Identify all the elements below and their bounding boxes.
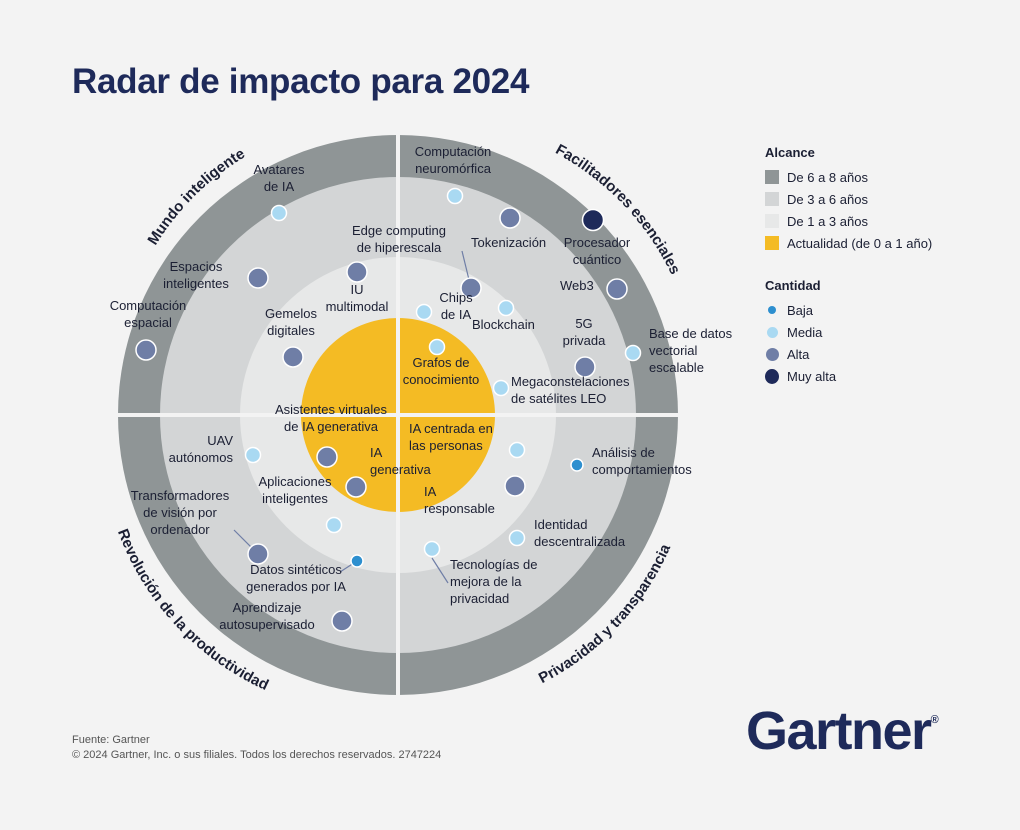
legend-item-label: Muy alta xyxy=(787,368,837,384)
technology-label: IA centrada en las personas xyxy=(409,421,493,453)
technology-dot[interactable] xyxy=(428,338,446,356)
legend-cantidad-title: Cantidad xyxy=(765,278,821,293)
technology-dot[interactable] xyxy=(446,187,464,205)
legend-item-label: De 6 a 8 años xyxy=(787,169,868,185)
legend-alcance-title: Alcance xyxy=(765,145,815,160)
technology-label: Tecnologías de mejora de la privacidad xyxy=(450,557,537,606)
swatch xyxy=(765,170,779,184)
swatch xyxy=(765,214,779,228)
technology-label: Blockchain xyxy=(472,317,535,332)
legend-item-label: Baja xyxy=(787,302,814,318)
legend-item: De 1 a 3 años xyxy=(765,210,932,232)
technology-label: Tokenización xyxy=(471,235,546,250)
legend-item-label: Alta xyxy=(787,346,810,362)
footer-source: Fuente: Gartner xyxy=(72,734,150,746)
legend-item-label: Media xyxy=(787,324,823,340)
technology-dot[interactable] xyxy=(504,475,526,497)
technology-dot[interactable] xyxy=(350,554,364,568)
legend-item: De 3 a 6 años xyxy=(765,188,932,210)
technology-label: IU multimodal xyxy=(326,282,389,314)
technology-dot[interactable] xyxy=(460,277,482,299)
legend-item: Baja xyxy=(765,299,836,321)
technology-label: Computación neuromórfica xyxy=(415,144,492,176)
technology-label: Datos sintéticos generados por IA xyxy=(246,562,346,594)
technology-dot[interactable] xyxy=(270,204,288,222)
legend-item: Alta xyxy=(765,343,836,365)
footer-copyright: © 2024 Gartner, Inc. o sus filiales. Tod… xyxy=(72,749,442,761)
technology-label: Base de datos vectorial escalable xyxy=(649,326,733,375)
technology-label: Web3 xyxy=(560,278,594,293)
technology-label: Grafos de conocimiento xyxy=(403,355,480,387)
technology-label: 5G privada xyxy=(563,316,606,348)
technology-dot[interactable] xyxy=(423,540,441,558)
technology-dot[interactable] xyxy=(415,303,433,321)
technology-dot[interactable] xyxy=(346,261,368,283)
legend-item-label: Actualidad (de 0 a 1 año) xyxy=(787,235,933,251)
technology-dot[interactable] xyxy=(497,299,515,317)
technology-label: Aprendizaje autosupervisado xyxy=(219,600,314,632)
swatch xyxy=(765,236,779,250)
brand-text: Gartner xyxy=(746,701,932,761)
technology-dot[interactable] xyxy=(325,516,343,534)
technology-label: Gemelos digitales xyxy=(265,306,318,338)
technology-dot[interactable] xyxy=(244,446,262,464)
legend-item: Media xyxy=(765,321,836,343)
technology-label: Espacios inteligentes xyxy=(163,259,229,291)
technology-label: Análisis de comportamientos xyxy=(592,445,692,477)
technology-dot[interactable] xyxy=(331,610,353,632)
technology-dot[interactable] xyxy=(499,207,521,229)
technology-label: Chips de IA xyxy=(439,290,473,322)
technology-dot[interactable] xyxy=(345,476,367,498)
technology-label: IA generativa xyxy=(370,445,431,477)
technology-dot[interactable] xyxy=(606,278,628,300)
technology-dot[interactable] xyxy=(135,339,157,361)
legend-cantidad: Cantidad Baja Media Alta Muy alta xyxy=(765,278,836,387)
technology-label: Identidad descentralizada xyxy=(534,517,626,549)
technology-dot[interactable] xyxy=(581,208,605,232)
dot-alta xyxy=(765,347,779,361)
technology-dot[interactable] xyxy=(570,458,584,472)
technology-dot[interactable] xyxy=(282,346,304,368)
technology-label: Procesador cuántico xyxy=(564,235,631,267)
technology-dot[interactable] xyxy=(247,267,269,289)
technology-dot[interactable] xyxy=(574,356,596,378)
connector-line xyxy=(431,557,449,584)
technology-dot[interactable] xyxy=(247,543,269,565)
legend-item: Actualidad (de 0 a 1 año) xyxy=(765,232,932,254)
gartner-logo: Gartner® xyxy=(746,700,939,762)
technology-dot[interactable] xyxy=(624,344,642,362)
legend-item: De 6 a 8 años xyxy=(765,166,932,188)
legend-item-label: De 1 a 3 años xyxy=(787,213,868,229)
technology-label: UAV autónomos xyxy=(169,433,234,465)
technology-label: Transformadores de visión por ordenador xyxy=(131,488,230,537)
dot-media xyxy=(766,326,778,338)
technology-dot[interactable] xyxy=(316,446,338,468)
technology-label: Aplicaciones inteligentes xyxy=(259,474,332,506)
technology-label: Edge computing de hiperescala xyxy=(352,223,446,255)
technology-label: IA responsable xyxy=(424,484,495,516)
technology-label: Asistentes virtuales de IA generativa xyxy=(275,402,387,434)
technology-dot[interactable] xyxy=(508,441,526,459)
swatch xyxy=(765,192,779,206)
legend-item: Muy alta xyxy=(765,365,836,387)
registered-mark: ® xyxy=(930,714,939,726)
legend-alcance: Alcance De 6 a 8 años De 3 a 6 años De 1… xyxy=(765,145,932,254)
technology-dot[interactable] xyxy=(508,529,526,547)
technology-dot[interactable] xyxy=(492,379,510,397)
footer: Fuente: Gartner © 2024 Gartner, Inc. o s… xyxy=(72,733,441,763)
dot-muy-alta xyxy=(765,368,779,384)
legend-item-label: De 3 a 6 años xyxy=(787,191,868,207)
page-title: Radar de impacto para 2024 xyxy=(72,62,530,101)
technology-label: Avatares de IA xyxy=(253,162,305,194)
technology-label: Computación espacial xyxy=(110,298,187,330)
technology-label: Megaconstelaciones de satélites LEO xyxy=(511,374,630,406)
dot-baja xyxy=(768,306,776,314)
